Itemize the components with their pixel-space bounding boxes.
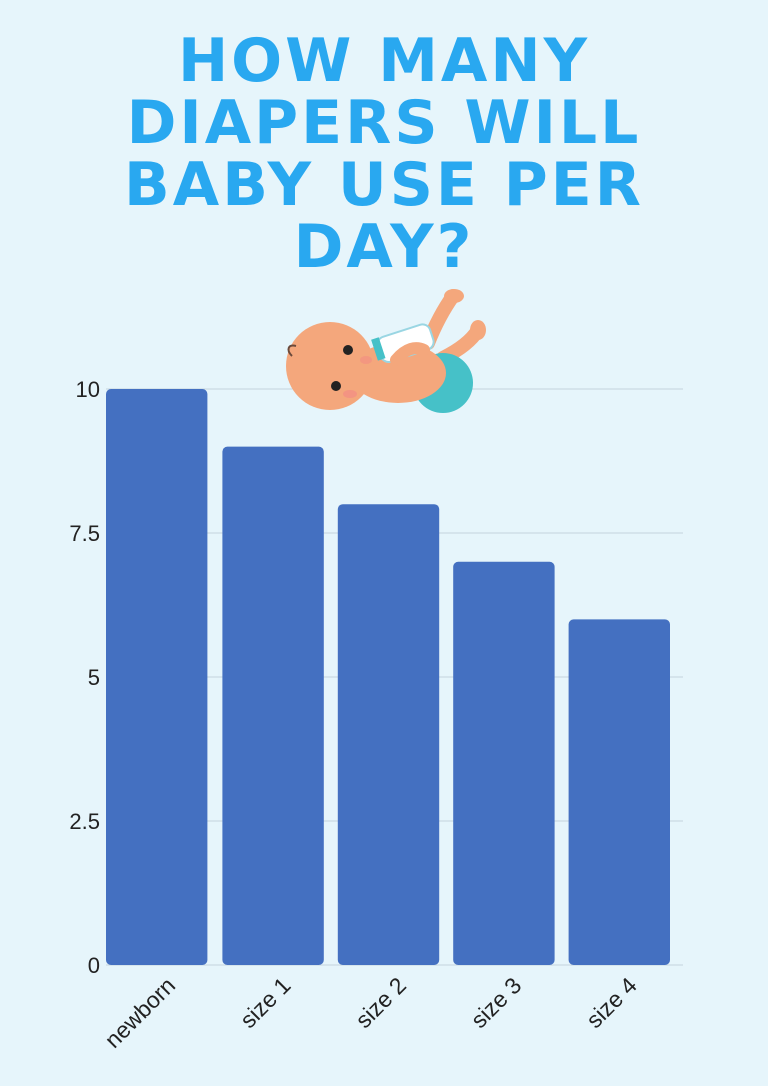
bar-size-4 xyxy=(568,619,670,965)
bar-size-1 xyxy=(222,446,324,966)
baby-drinking-bottle-icon xyxy=(286,289,486,413)
x-axis-ticks: newborn size 1 size 2 size 3 size 4 xyxy=(99,972,642,1053)
y-tick-label: 10 xyxy=(76,377,100,402)
y-tick-label: 2.5 xyxy=(69,809,100,834)
bar-size-2 xyxy=(337,504,440,965)
bar-size-3 xyxy=(453,561,555,965)
x-tick-label: size 2 xyxy=(350,972,411,1033)
x-tick-label: newborn xyxy=(99,972,180,1053)
y-axis-ticks: 0 2.5 5 7.5 10 xyxy=(69,377,100,978)
y-tick-label: 7.5 xyxy=(69,521,100,546)
bar-newborn xyxy=(106,389,208,965)
bars xyxy=(106,389,670,966)
y-tick-label: 5 xyxy=(88,665,100,690)
x-tick-label: size 4 xyxy=(581,972,642,1033)
y-tick-label: 0 xyxy=(88,953,100,978)
chart-title: HOW MANY DIAPERS WILL BABY USE PER DAY? xyxy=(124,26,644,282)
x-tick-label: size 3 xyxy=(466,972,527,1033)
x-tick-label: size 1 xyxy=(235,972,296,1033)
